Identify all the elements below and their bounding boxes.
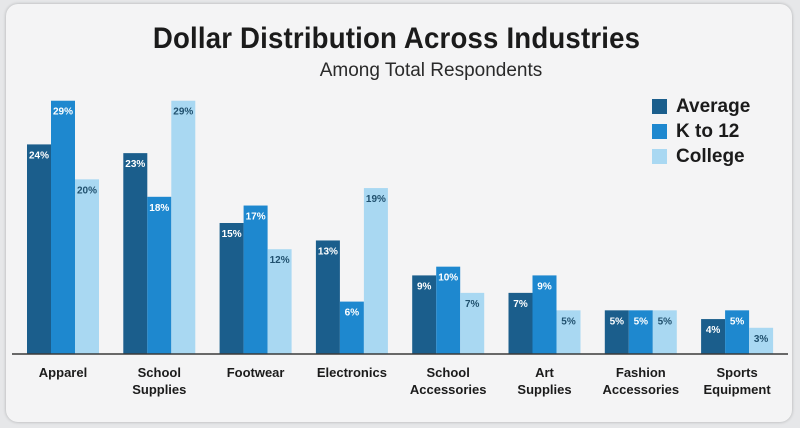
data-label-k-to-12-sports-equipment: 5% (730, 316, 745, 327)
bar-average-electronics (315, 240, 340, 354)
bar-k-to-12-sports-equipment (725, 310, 750, 354)
bar-average-fashion-accessories (604, 310, 629, 354)
data-label-college-school-accessories: 7% (465, 299, 480, 310)
legend-label-average: Average (676, 95, 751, 117)
bar-college-sports-equipment (749, 327, 774, 354)
x-tick-label-apparel: Apparel (39, 365, 87, 380)
legend-swatch-k-to-12 (652, 124, 667, 139)
bar-k-to-12-school-accessories (436, 266, 461, 354)
data-label-college-school-supplies: 29% (173, 107, 193, 118)
data-label-average-apparel: 24% (29, 150, 49, 161)
chart-legend: Average K to 12 College (652, 94, 792, 169)
legend-item-college: College (652, 144, 792, 169)
legend-swatch-average (652, 99, 667, 114)
x-tick-label-footwear: Footwear (227, 365, 285, 380)
x-tick-label-electronics: Electronics (317, 365, 387, 380)
bar-k-to-12-apparel (51, 100, 75, 354)
bar-college-art-supplies (556, 310, 581, 354)
x-tick-label-sports-equipment: Sports Equipment (704, 365, 772, 397)
data-label-average-art-supplies: 7% (513, 299, 528, 310)
bar-college-footwear (267, 249, 292, 354)
data-label-college-apparel: 20% (77, 185, 97, 196)
data-label-college-electronics: 19% (366, 194, 386, 205)
legend-label-college: College (676, 145, 745, 167)
bar-k-to-12-footwear (243, 205, 268, 354)
bar-average-school-supplies (123, 153, 148, 354)
x-tick-label-art-supplies: Art Supplies (517, 365, 571, 397)
bar-college-school-supplies (171, 100, 196, 354)
x-tick-label-school-supplies: School Supplies (132, 365, 186, 397)
data-label-college-sports-equipment: 3% (754, 334, 769, 345)
data-label-k-to-12-electronics: 6% (345, 308, 360, 319)
data-label-k-to-12-school-accessories: 10% (438, 273, 458, 284)
data-label-k-to-12-footwear: 17% (246, 212, 266, 223)
chart-subtitle: Among Total Respondents (319, 60, 543, 81)
legend-item-average: Average (652, 94, 792, 119)
bar-college-apparel (75, 179, 99, 354)
bar-k-to-12-school-supplies (147, 196, 172, 354)
bar-college-school-accessories (460, 292, 485, 354)
data-label-k-to-12-art-supplies: 9% (537, 281, 552, 292)
data-label-college-art-supplies: 5% (561, 316, 576, 327)
bar-k-to-12-fashion-accessories (628, 310, 653, 354)
legend-item-k-to-12: K to 12 (652, 119, 792, 144)
bar-average-art-supplies (508, 292, 533, 354)
bar-k-to-12-art-supplies (532, 275, 557, 354)
data-label-college-fashion-accessories: 5% (658, 316, 673, 327)
data-label-college-footwear: 12% (270, 255, 290, 266)
data-label-average-school-supplies: 23% (125, 159, 145, 170)
data-label-k-to-12-fashion-accessories: 5% (634, 316, 649, 327)
x-tick-label-school-accessories: School Accessories (410, 365, 487, 397)
chart-title: Dollar Distribution Across Industries (152, 22, 641, 55)
bar-college-fashion-accessories (652, 310, 677, 354)
bar-college-electronics (363, 188, 388, 354)
bar-average-sports-equipment (701, 319, 726, 354)
data-label-average-electronics: 13% (318, 246, 338, 257)
legend-label-k-to-12: K to 12 (676, 120, 740, 142)
data-label-average-sports-equipment: 4% (706, 325, 721, 336)
data-label-k-to-12-school-supplies: 18% (149, 203, 169, 214)
data-label-average-fashion-accessories: 5% (610, 316, 625, 327)
bar-average-footwear (219, 223, 244, 354)
legend-swatch-college (652, 149, 667, 164)
x-tick-label-fashion-accessories: Fashion Accessories (602, 365, 679, 397)
data-label-k-to-12-apparel: 29% (53, 107, 73, 118)
bar-average-apparel (27, 144, 51, 354)
bar-average-school-accessories (412, 275, 437, 354)
data-label-average-footwear: 15% (222, 229, 242, 240)
bar-k-to-12-electronics (339, 301, 364, 354)
data-label-average-school-accessories: 9% (417, 281, 432, 292)
